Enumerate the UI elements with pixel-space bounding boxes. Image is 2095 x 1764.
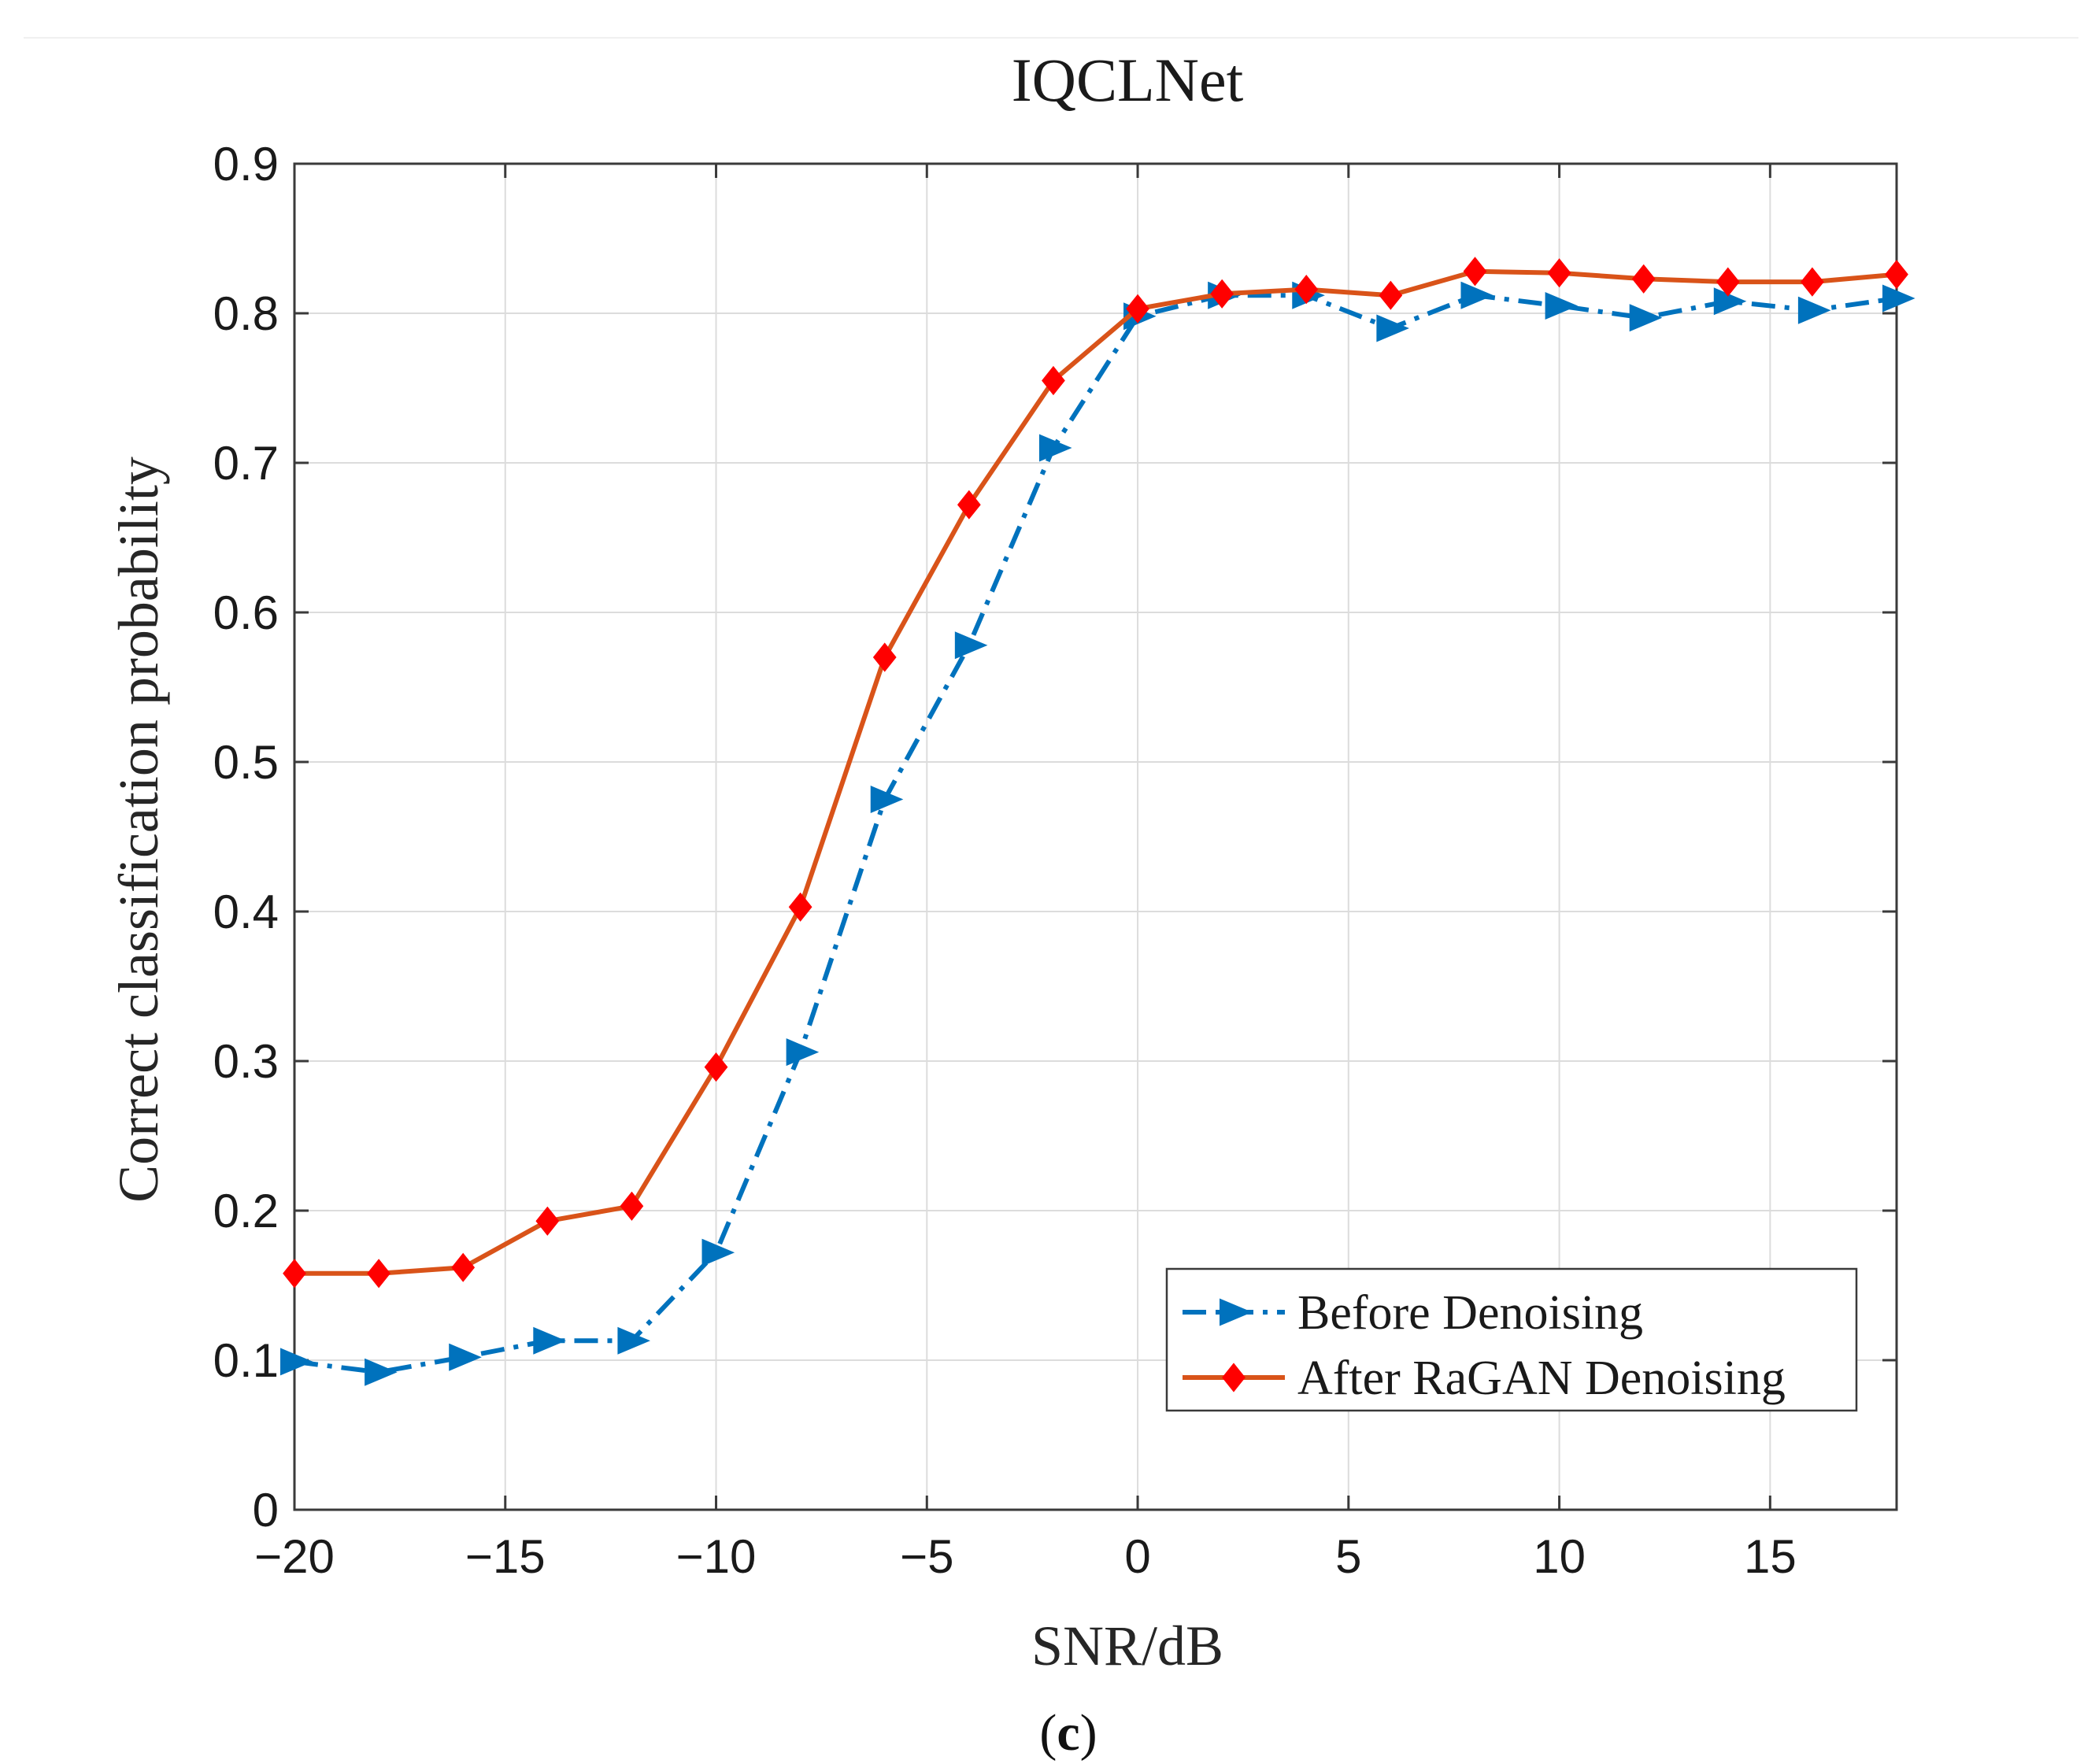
caption-letter: c xyxy=(1057,1704,1079,1762)
data-point xyxy=(786,1038,820,1067)
series-line xyxy=(294,268,1897,1276)
data-point xyxy=(451,1252,476,1282)
data-point xyxy=(367,1259,390,1289)
series-layer xyxy=(280,257,1915,1386)
data-point xyxy=(1376,314,1409,342)
data-point xyxy=(1547,258,1571,288)
y-axis-label: Correct classification probability xyxy=(107,457,170,1203)
data-point xyxy=(1210,279,1234,309)
caption-open-paren: ( xyxy=(1039,1704,1057,1762)
data-point xyxy=(1716,267,1740,297)
legend-marker xyxy=(1222,1363,1246,1392)
data-point xyxy=(954,631,988,660)
figure-caption: (c) xyxy=(1039,1704,1097,1762)
y-tick-label: 0.1 xyxy=(213,1334,279,1387)
x-tick-label: 10 xyxy=(1533,1530,1586,1583)
data-point xyxy=(280,1348,313,1376)
data-point xyxy=(1038,434,1072,462)
y-tick-label: 0.7 xyxy=(213,437,279,490)
x-tick-label: 5 xyxy=(1335,1530,1361,1583)
data-point xyxy=(1042,365,1065,396)
data-point xyxy=(1545,291,1579,320)
data-point xyxy=(1885,259,1908,290)
plot-frame xyxy=(293,162,1898,1511)
data-point xyxy=(620,1191,644,1221)
y-tick-label: 0.8 xyxy=(213,287,279,340)
data-point xyxy=(957,490,981,520)
data-point xyxy=(283,1259,306,1289)
data-point xyxy=(1631,264,1656,294)
y-tick-label: 0.4 xyxy=(213,886,279,938)
legend-label: After RaGAN Denoising xyxy=(1297,1352,1786,1405)
legend-label: Before Denoising xyxy=(1297,1286,1643,1340)
y-tick-label: 0.6 xyxy=(213,586,279,639)
data-point xyxy=(870,785,904,814)
data-point xyxy=(365,1358,398,1386)
y-tick-label: 0.9 xyxy=(213,138,279,190)
data-point xyxy=(535,1206,560,1236)
data-point xyxy=(788,892,812,922)
data-point xyxy=(533,1326,566,1355)
y-tick-label: 0 xyxy=(253,1484,279,1537)
data-point xyxy=(1460,281,1494,309)
data-point xyxy=(1294,274,1319,305)
data-point xyxy=(701,1238,735,1267)
data-point xyxy=(1713,287,1747,316)
axis-ticks: −20 −15 −10 −5 0 5 10 15 0 0.1 0.2 0.3 0.4 0.5 0.6 0.7 0… xyxy=(213,138,1897,1583)
x-tick-label: 0 xyxy=(1124,1530,1150,1583)
data-point xyxy=(1629,304,1663,332)
chart-title: IQCLNet xyxy=(1012,46,1244,114)
data-point xyxy=(1801,267,1824,297)
series-after-ragan-denoising xyxy=(283,257,1908,1289)
y-tick-label: 0.3 xyxy=(213,1035,279,1088)
x-tick-label: −15 xyxy=(465,1530,546,1583)
data-point xyxy=(704,1052,728,1082)
grid xyxy=(294,164,1897,1510)
data-point xyxy=(1882,284,1915,312)
data-point xyxy=(449,1343,482,1371)
legend-marker xyxy=(1220,1298,1253,1326)
series-before-denoising xyxy=(280,281,1915,1386)
legend-box xyxy=(1165,1267,1858,1412)
y-tick-label: 0.2 xyxy=(213,1185,279,1237)
x-tick-label: −20 xyxy=(254,1530,335,1583)
data-point xyxy=(1379,280,1403,310)
data-point xyxy=(617,1326,650,1355)
y-tick-label: 0.5 xyxy=(213,736,279,789)
x-axis-label: SNR/dB xyxy=(1031,1614,1223,1677)
x-tick-label: 15 xyxy=(1744,1530,1797,1583)
legend: Before Denoising After RaGAN Denoising xyxy=(1165,1267,1858,1412)
data-point xyxy=(872,642,897,672)
data-point xyxy=(1797,296,1831,324)
caption-close-paren: ) xyxy=(1080,1704,1097,1762)
data-point xyxy=(1463,257,1487,287)
x-tick-label: −10 xyxy=(676,1530,757,1583)
x-tick-label: −5 xyxy=(900,1530,953,1583)
data-point xyxy=(1126,294,1149,324)
